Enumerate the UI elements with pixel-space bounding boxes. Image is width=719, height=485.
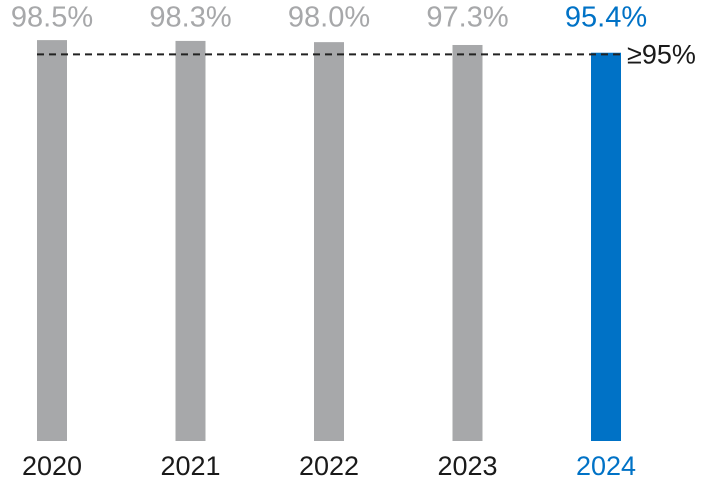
value-label: 98.5% [11,2,93,34]
bar [37,40,67,441]
value-label: 97.3% [426,2,508,34]
value-label: 98.3% [149,2,231,34]
x-tick-label: 2021 [160,451,220,481]
target-label: ≥95% [627,39,696,69]
value-label: 95.4% [565,2,647,34]
bar [175,40,206,441]
bar [452,44,483,441]
x-tick-label: 2020 [22,451,82,481]
x-tick-label: 2023 [437,451,497,481]
x-tick-label: 2022 [299,451,359,481]
x-tick-label: 2024 [576,451,636,481]
value-label: 98.0% [288,2,370,34]
bar [314,42,344,441]
bar [591,52,621,442]
